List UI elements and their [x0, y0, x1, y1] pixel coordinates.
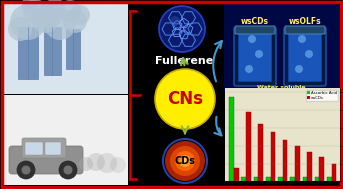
- Bar: [332, 164, 336, 181]
- Circle shape: [22, 0, 38, 12]
- Bar: [254, 177, 258, 181]
- FancyBboxPatch shape: [25, 142, 43, 155]
- Bar: [234, 168, 238, 181]
- FancyBboxPatch shape: [9, 146, 83, 174]
- Circle shape: [170, 146, 200, 176]
- Circle shape: [10, 4, 46, 40]
- Circle shape: [70, 5, 90, 25]
- Circle shape: [59, 161, 77, 179]
- Circle shape: [63, 9, 87, 33]
- Circle shape: [170, 16, 180, 26]
- Circle shape: [22, 166, 31, 174]
- Legend: Ascorbic Acid, wsCDs: Ascorbic Acid, wsCDs: [306, 90, 338, 101]
- FancyBboxPatch shape: [234, 27, 276, 86]
- FancyBboxPatch shape: [238, 31, 272, 82]
- FancyBboxPatch shape: [239, 32, 271, 81]
- Text: wsOLFs: wsOLFs: [289, 16, 321, 26]
- Bar: [224, 4, 339, 92]
- Text: Water soluble
fluorescent CNs: Water soluble fluorescent CNs: [253, 85, 309, 97]
- Bar: [4, 4, 128, 94]
- FancyBboxPatch shape: [284, 27, 326, 86]
- Circle shape: [248, 35, 256, 43]
- Bar: [307, 152, 312, 181]
- FancyBboxPatch shape: [288, 31, 322, 82]
- Circle shape: [45, 0, 65, 18]
- Circle shape: [245, 65, 253, 73]
- Text: Fullerene: Fullerene: [155, 56, 213, 66]
- Bar: [278, 177, 283, 181]
- Bar: [315, 177, 319, 181]
- Bar: [295, 146, 300, 181]
- Circle shape: [155, 69, 215, 129]
- Text: CDs: CDs: [175, 156, 196, 166]
- Circle shape: [159, 6, 205, 52]
- Circle shape: [165, 141, 205, 181]
- Circle shape: [298, 35, 306, 43]
- Circle shape: [163, 139, 207, 183]
- Circle shape: [59, 0, 81, 22]
- Circle shape: [31, 5, 59, 33]
- Bar: [4, 95, 128, 185]
- FancyBboxPatch shape: [22, 138, 66, 158]
- Bar: [327, 177, 332, 181]
- Circle shape: [110, 157, 126, 173]
- Bar: [303, 177, 307, 181]
- Circle shape: [79, 157, 93, 171]
- Circle shape: [255, 50, 263, 58]
- Bar: [319, 157, 324, 181]
- Circle shape: [87, 153, 105, 171]
- Bar: [229, 97, 234, 181]
- Circle shape: [97, 153, 117, 173]
- FancyBboxPatch shape: [44, 27, 61, 75]
- Circle shape: [182, 158, 188, 164]
- Bar: [271, 132, 275, 181]
- Circle shape: [17, 161, 35, 179]
- Bar: [246, 112, 251, 181]
- Text: CNs: CNs: [167, 90, 203, 108]
- Circle shape: [295, 65, 303, 73]
- FancyBboxPatch shape: [18, 27, 38, 79]
- Text: wsCDs: wsCDs: [241, 16, 269, 26]
- FancyBboxPatch shape: [235, 26, 275, 34]
- Circle shape: [179, 155, 191, 167]
- FancyBboxPatch shape: [66, 29, 80, 69]
- Bar: [266, 177, 271, 181]
- Bar: [291, 177, 295, 181]
- Circle shape: [44, 8, 76, 40]
- Bar: [241, 177, 246, 181]
- FancyBboxPatch shape: [289, 32, 321, 81]
- FancyBboxPatch shape: [285, 26, 325, 34]
- Bar: [258, 124, 263, 181]
- Circle shape: [8, 17, 32, 41]
- Circle shape: [305, 50, 313, 58]
- Circle shape: [175, 151, 195, 171]
- FancyBboxPatch shape: [45, 142, 61, 155]
- Circle shape: [23, 0, 47, 23]
- Bar: [283, 139, 287, 181]
- Circle shape: [63, 166, 72, 174]
- Circle shape: [37, 2, 63, 28]
